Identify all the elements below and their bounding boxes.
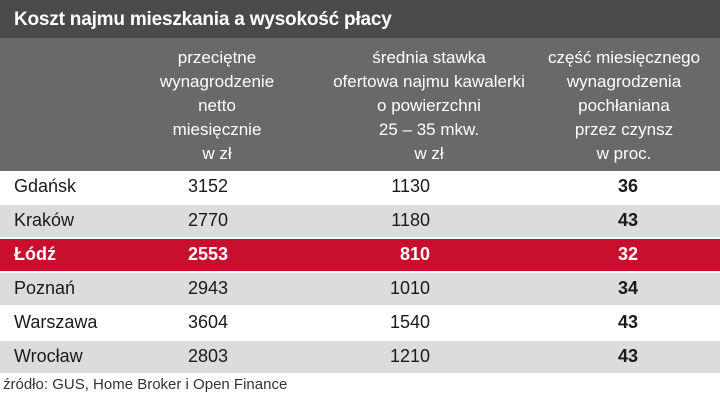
cell-wage: 2770 bbox=[187, 210, 229, 230]
table-row: Wrocław 2803 1210 43 bbox=[0, 341, 720, 375]
cell-city: Kraków bbox=[14, 210, 75, 230]
table-row: Warszawa 3604 1540 43 bbox=[0, 307, 720, 341]
table-row-highlighted: Łódź 2553 810 32 bbox=[0, 239, 720, 273]
cell-share: 36 bbox=[617, 176, 639, 196]
cell-rent: 1210 bbox=[389, 346, 430, 366]
table-row: Gdańsk 3152 1130 36 bbox=[0, 171, 720, 205]
column-header-wage: przeciętne wynagrodzenie netto miesięczn… bbox=[159, 48, 275, 163]
cell-rent: 1130 bbox=[391, 176, 430, 196]
cell-city: Wrocław bbox=[14, 346, 83, 366]
source-note: źródło: GUS, Home Broker i Open Finance bbox=[3, 376, 288, 393]
cell-city: Łódź bbox=[14, 244, 56, 264]
table-body: Gdańsk 3152 1130 36 Kraków 2770 1180 43 … bbox=[0, 171, 720, 375]
table-title: Koszt najmu mieszkania a wysokość płacy bbox=[14, 9, 392, 30]
cell-wage: 3604 bbox=[187, 312, 229, 332]
cell-share: 43 bbox=[617, 312, 639, 332]
cell-rent: 1180 bbox=[391, 210, 430, 230]
title-bar: Koszt najmu mieszkania a wysokość płacy bbox=[0, 0, 720, 38]
cell-share: 43 bbox=[617, 210, 639, 230]
cell-wage: 2803 bbox=[187, 346, 229, 366]
table-row: Kraków 2770 1180 43 bbox=[0, 205, 720, 239]
cell-share: 32 bbox=[617, 244, 639, 264]
cell-rent: 810 bbox=[399, 244, 430, 264]
cell-rent: 1010 bbox=[389, 278, 430, 298]
cell-city: Warszawa bbox=[14, 312, 98, 332]
cell-city: Poznań bbox=[14, 278, 76, 298]
cell-share: 43 bbox=[617, 346, 639, 366]
table-row: Poznań 2943 1010 34 bbox=[0, 273, 720, 307]
column-header-share: część miesięcznego wynagrodzenia pochłan… bbox=[547, 48, 701, 163]
cell-wage: 3152 bbox=[187, 176, 229, 196]
cell-rent: 1540 bbox=[389, 312, 430, 332]
cell-city: Gdańsk bbox=[14, 176, 77, 196]
column-header-rent: średnia stawka ofertowa najmu kawalerki … bbox=[333, 48, 525, 163]
cell-wage: 2553 bbox=[187, 244, 229, 264]
table-header: przeciętne wynagrodzenie netto miesięczn… bbox=[0, 38, 720, 171]
cell-wage: 2943 bbox=[187, 278, 229, 298]
cell-share: 34 bbox=[617, 278, 639, 298]
